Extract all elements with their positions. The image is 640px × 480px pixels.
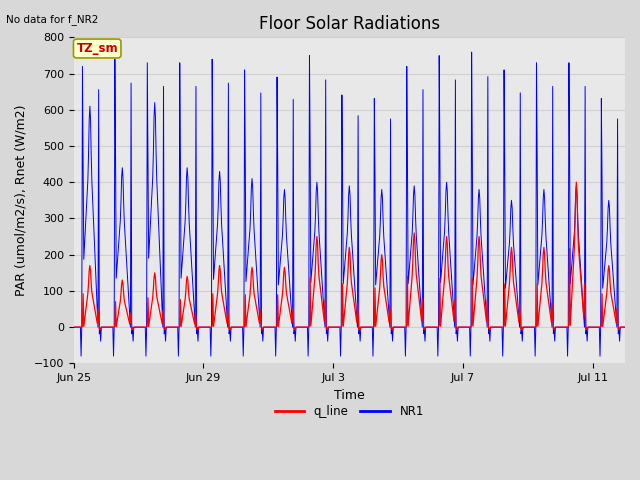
q_line xyxy=(309,299,317,305)
Line: q_line: q_line xyxy=(74,182,625,330)
NR1 xyxy=(159,324,166,330)
Y-axis label: PAR (umol/m2/s), Rnet (W/m2): PAR (umol/m2/s), Rnet (W/m2) xyxy=(15,105,28,296)
q_line xyxy=(243,313,251,319)
NR1 xyxy=(202,324,209,330)
NR1 xyxy=(468,49,476,55)
q_line xyxy=(201,324,209,330)
q_line xyxy=(573,180,580,185)
NR1 xyxy=(244,252,252,258)
q_line xyxy=(621,324,629,330)
q_line xyxy=(356,327,364,333)
NR1 xyxy=(621,324,629,330)
NR1 xyxy=(310,245,317,251)
Text: TZ_sm: TZ_sm xyxy=(76,42,118,55)
q_line xyxy=(291,327,299,333)
Legend: q_line, NR1: q_line, NR1 xyxy=(270,400,429,423)
q_line xyxy=(70,324,77,330)
Line: NR1: NR1 xyxy=(74,52,625,356)
NR1 xyxy=(493,324,500,330)
Title: Floor Solar Radiations: Floor Solar Radiations xyxy=(259,15,440,33)
NR1 xyxy=(70,324,77,330)
NR1 xyxy=(292,324,300,330)
Text: No data for f_NR2: No data for f_NR2 xyxy=(6,14,99,25)
NR1 xyxy=(77,353,85,359)
q_line xyxy=(158,321,166,326)
X-axis label: Time: Time xyxy=(334,389,365,402)
q_line xyxy=(492,324,500,330)
